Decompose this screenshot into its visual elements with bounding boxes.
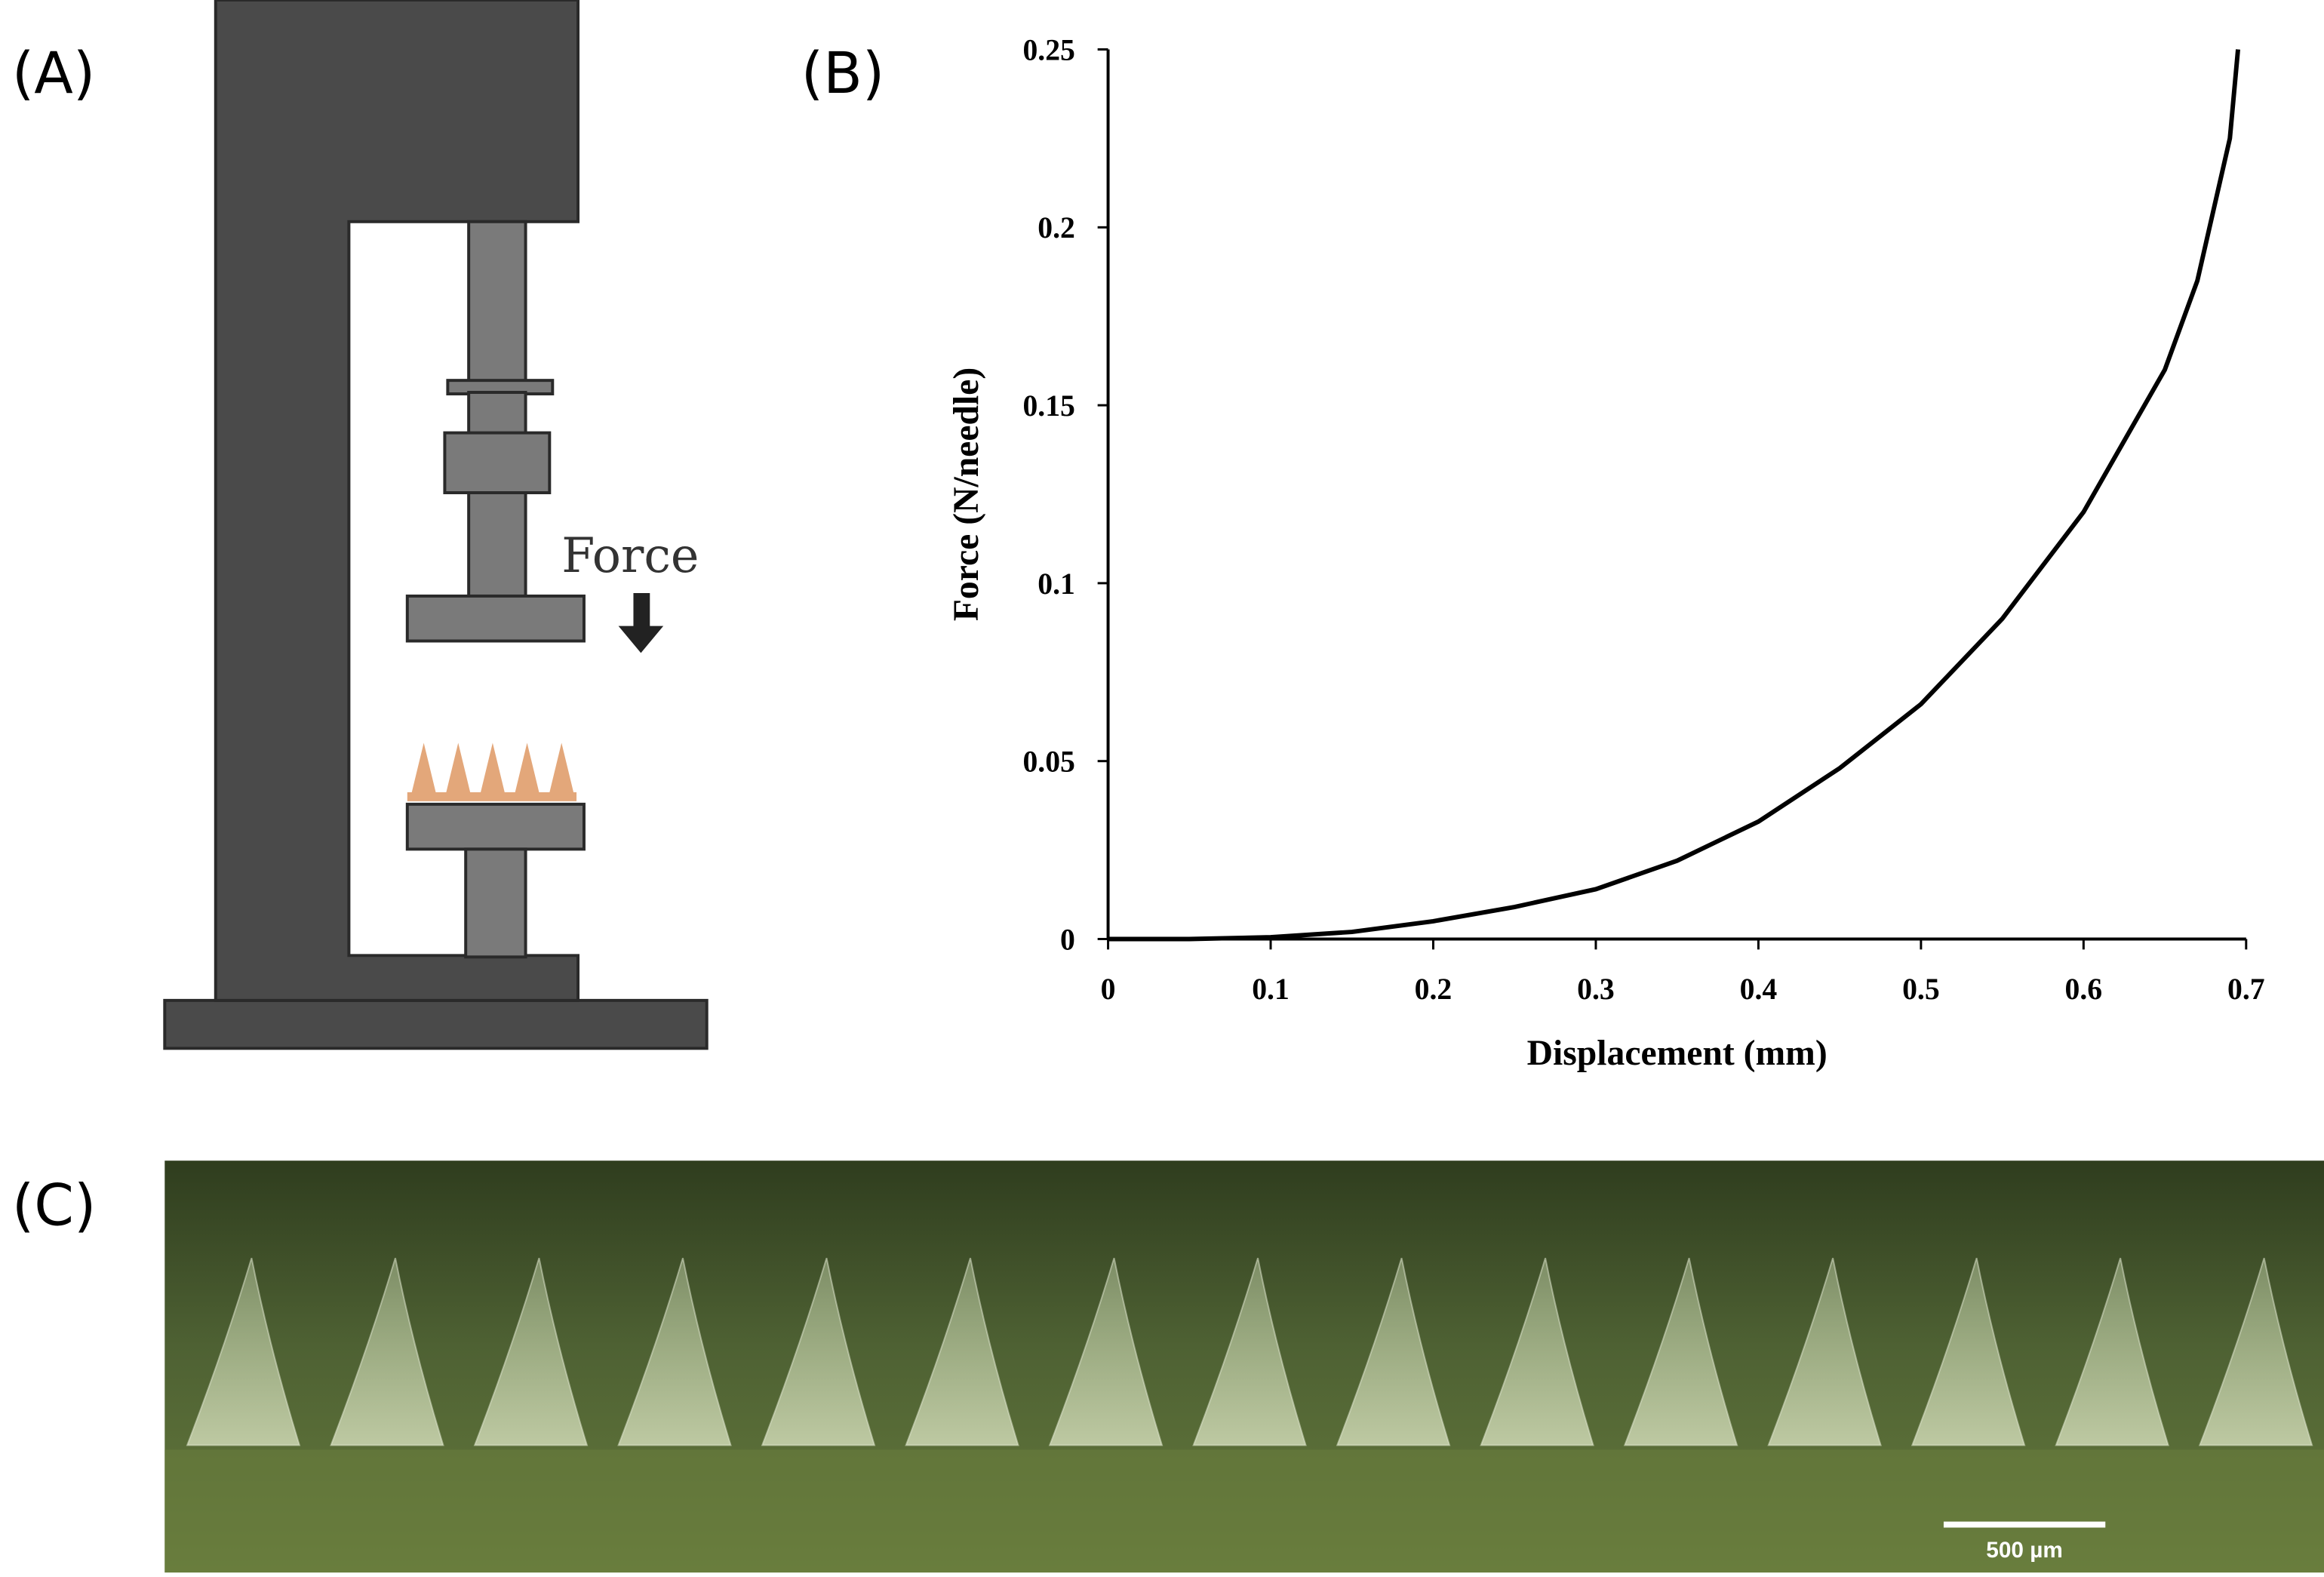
needle xyxy=(330,1257,444,1446)
x-tick-label: 0.7 xyxy=(2227,973,2265,1006)
needle xyxy=(2198,1257,2313,1446)
apparatus xyxy=(163,0,709,1050)
x-tick-label: 0.3 xyxy=(1577,973,1615,1006)
needle xyxy=(1336,1257,1451,1446)
needle xyxy=(1192,1257,1307,1446)
y-tick-label: 0.25 xyxy=(1022,33,1074,66)
microneedle-patch xyxy=(407,742,577,801)
force-label: Force xyxy=(561,527,699,583)
curve xyxy=(1108,49,2240,942)
needle xyxy=(617,1257,732,1446)
x-tick-label: 0 xyxy=(1101,973,1116,1006)
needle xyxy=(905,1257,1019,1446)
needle xyxy=(473,1257,589,1446)
panel-label: (B) xyxy=(801,40,885,106)
x-axis-label: Displacement (mm) xyxy=(1527,1034,1828,1073)
panel-label: (A) xyxy=(12,40,95,106)
needle xyxy=(1911,1257,2026,1446)
y-tick-label: 0.15 xyxy=(1022,389,1074,423)
needle xyxy=(1048,1257,1164,1446)
x-tick-label: 0.6 xyxy=(2065,973,2103,1006)
needle xyxy=(186,1257,301,1446)
micrograph: 500 µm xyxy=(164,1160,2324,1573)
y-tick-label: 0.1 xyxy=(1038,567,1075,601)
scale-bar-label: 500 µm xyxy=(1986,1538,2063,1563)
y-tick-label: 0 xyxy=(1060,923,1075,956)
needle xyxy=(1767,1257,1882,1446)
x-tick-label: 0.1 xyxy=(1252,973,1290,1006)
y-axis-label: Force (N/needle) xyxy=(947,367,986,621)
plot: 0 0.1 0.2 0.3 0.4 0.5 0.6 0.7 0 0.05 0.1 0.15 0.2 0.2… xyxy=(947,33,2265,1073)
y-tick-label: 0.05 xyxy=(1022,745,1074,779)
needle xyxy=(2055,1257,2169,1446)
x-tick-label: 0.5 xyxy=(1902,973,1940,1006)
needle xyxy=(761,1257,876,1446)
needle xyxy=(1480,1257,1594,1446)
x-tick-label: 0.4 xyxy=(1740,973,1778,1006)
needle xyxy=(1623,1257,1738,1446)
y-tick-label: 0.2 xyxy=(1038,211,1075,244)
x-tick-label: 0.2 xyxy=(1415,973,1452,1006)
force-arrow xyxy=(618,592,664,653)
panel-label: (C) xyxy=(12,1173,96,1239)
